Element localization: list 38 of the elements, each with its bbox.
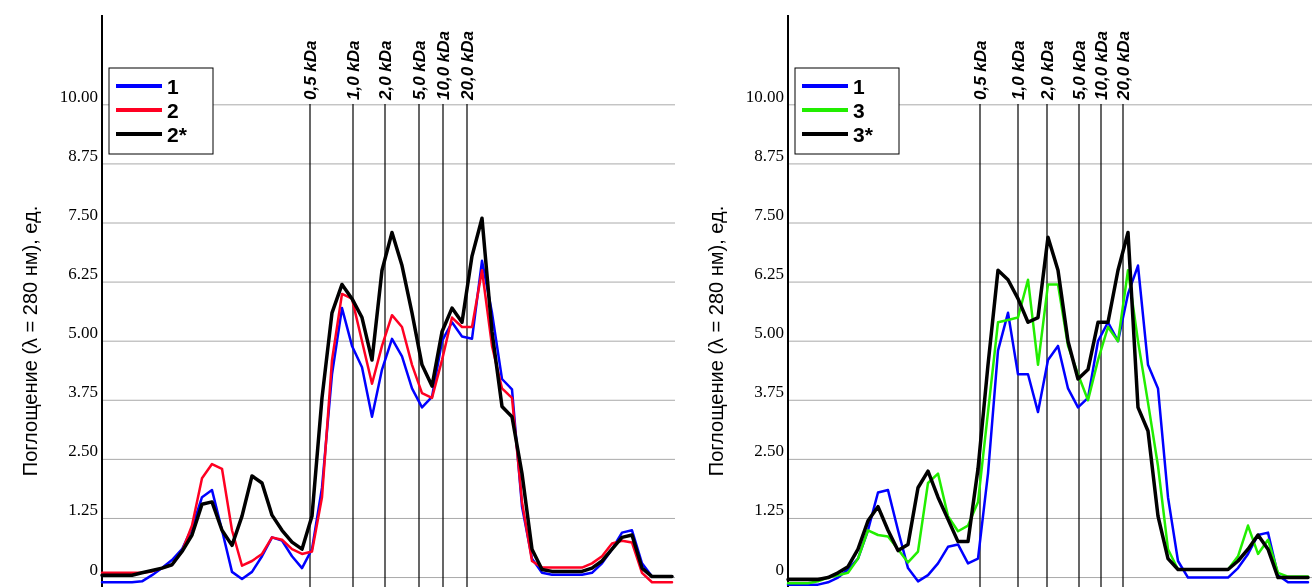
y-tick-label: 10.00: [745, 86, 784, 106]
y-tick-label: 3.75: [68, 382, 98, 402]
legend-label: 2*: [167, 123, 188, 146]
y-tick-label: 1.25: [68, 500, 98, 520]
annotation: 10,0 kDa: [1092, 31, 1111, 100]
y-tick-label: 10.00: [59, 86, 98, 106]
y-tick-label: 5.00: [68, 323, 98, 343]
annotation: 2,0 kDa: [376, 40, 395, 101]
legend-label: 3*: [853, 123, 874, 146]
annotation: 5,0 kDa: [1070, 40, 1089, 100]
annotation: 1,0 kDa: [1009, 40, 1028, 100]
legend-label: 1: [167, 75, 179, 98]
y-tick-label: 2.50: [754, 441, 784, 461]
y-tick-label: 8.75: [68, 145, 98, 165]
legend-label: 1: [853, 75, 865, 98]
annotation: 5,0 kDa: [410, 40, 429, 100]
y-tick-label: 0: [775, 559, 784, 579]
annotation: 1,0 kDa: [344, 40, 363, 100]
annotation: 20,0 kDa: [1114, 31, 1133, 101]
legend-label: 3: [853, 99, 865, 122]
y-axis-title: Поглощение (λ = 280 нм), ед.: [705, 205, 727, 477]
annotation: 10,0 kDa: [434, 31, 453, 100]
y-tick-label: 8.75: [754, 145, 784, 165]
y-tick-label: 1.25: [754, 500, 784, 520]
annotation: 2,0 kDa: [1038, 40, 1057, 101]
y-tick-label: 7.50: [754, 205, 784, 224]
y-tick-label: 0: [89, 559, 98, 579]
y-tick-label: 6.25: [754, 264, 784, 284]
y-tick-label: 3.75: [754, 382, 784, 402]
legend-label: 2: [167, 99, 179, 122]
y-axis-title: Поглощение (λ = 280 нм), ед.: [19, 205, 41, 477]
y-tick-label: 6.25: [68, 264, 98, 284]
y-tick-label: 2.50: [68, 441, 98, 461]
y-tick-label: 5.00: [754, 323, 784, 343]
y-tick-label: 7.50: [68, 205, 98, 224]
annotation: 0,5 kDa: [971, 40, 990, 100]
annotation: 20,0 kDa: [458, 31, 477, 101]
annotation: 0,5 kDa: [301, 40, 320, 100]
